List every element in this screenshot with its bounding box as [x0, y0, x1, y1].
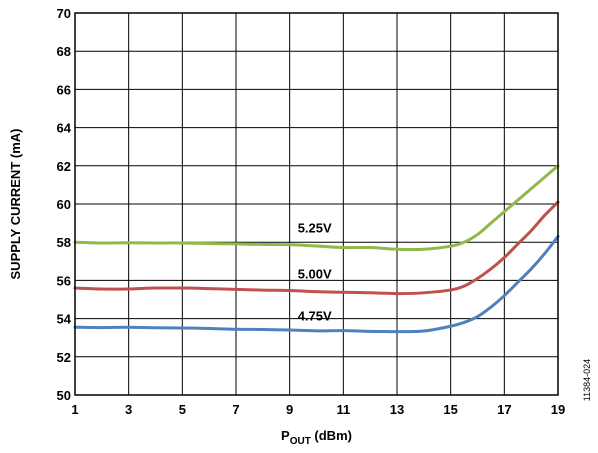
y-axis-label: SUPPLY CURRENT (mA)	[8, 129, 23, 280]
x-axis-label-subscript: OUT	[290, 436, 311, 447]
series-annotation: 4.75V	[298, 309, 332, 324]
plot-frame	[74, 12, 559, 396]
series-annotation: 5.00V	[298, 266, 332, 281]
y-tick-label: 64	[57, 121, 72, 136]
x-tick-label: 3	[125, 402, 132, 417]
y-tick-label: 66	[57, 82, 71, 97]
x-axis-label: POUT (dBm)	[281, 428, 352, 447]
series-annotation: 5.25V	[298, 221, 332, 236]
figure-id: 11384-024	[582, 359, 592, 401]
x-axis-label-main: P	[281, 428, 290, 443]
x-tick-label: 17	[497, 402, 511, 417]
x-tick-label: 1	[71, 402, 78, 417]
y-tick-label: 68	[57, 44, 71, 59]
series-annotations: 5.25V 5.00V 4.75V	[298, 221, 332, 324]
x-tick-labels: 1 3 5 7 9 11 13 15 17 19	[71, 402, 565, 417]
x-tick-label: 15	[443, 402, 457, 417]
grid-lines	[74, 12, 559, 396]
y-tick-label: 50	[57, 388, 71, 403]
y-tick-label: 56	[57, 273, 71, 288]
y-tick-labels: 50 52 54 56 58 60 62 64 66 68 70	[57, 6, 72, 403]
x-tick-label: 13	[390, 402, 404, 417]
y-tick-label: 60	[57, 197, 71, 212]
y-tick-label: 54	[57, 312, 72, 327]
x-tick-label: 7	[232, 402, 239, 417]
x-tick-label: 5	[179, 402, 186, 417]
series-line-475V	[73, 234, 560, 334]
x-tick-label: 19	[551, 402, 565, 417]
y-tick-label: 62	[57, 159, 71, 174]
x-tick-label: 11	[336, 402, 350, 417]
series-line-500V	[73, 200, 560, 296]
x-tick-label: 9	[286, 402, 293, 417]
y-tick-label: 52	[57, 350, 71, 365]
y-tick-label: 70	[57, 6, 71, 21]
y-tick-label: 58	[57, 235, 71, 250]
x-axis-label-unit: (dBm)	[311, 428, 352, 443]
series-line-525V	[73, 164, 560, 252]
series-lines	[73, 164, 560, 334]
